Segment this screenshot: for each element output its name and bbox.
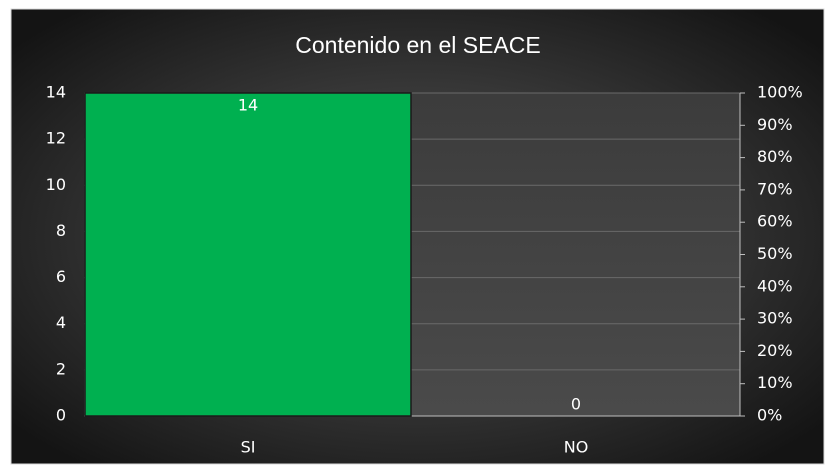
y-tick-label: 4 [56, 313, 66, 332]
x-tick-label: NO [564, 438, 589, 457]
y2-tick-label: 80% [757, 147, 793, 166]
y-tick-label: 14 [46, 83, 66, 102]
x-tick-label: SI [241, 438, 256, 457]
y2-tick-label: 0% [757, 406, 782, 425]
y2-tick-label: 100% [757, 83, 803, 102]
y-tick-label: 12 [46, 129, 66, 148]
y-tick-label: 0 [56, 406, 66, 425]
y-tick-label: 6 [56, 267, 66, 286]
y2-tick-label: 40% [757, 276, 793, 295]
y2-tick-label: 10% [757, 373, 793, 392]
y-tick-label: 10 [46, 175, 66, 194]
y2-tick-label: 50% [757, 244, 793, 263]
data-label: 14 [238, 96, 258, 115]
data-label: 0 [571, 395, 581, 414]
y-tick-label: 2 [56, 359, 66, 378]
bar [84, 92, 412, 417]
y2-tick-label: 30% [757, 309, 793, 328]
chart-title: Contenido en el SEACE [295, 32, 541, 58]
y2-tick-label: 90% [757, 115, 793, 134]
y2-tick-label: 60% [757, 212, 793, 231]
y2-tick-label: 70% [757, 179, 793, 198]
y2-tick-label: 20% [757, 341, 793, 360]
y-tick-label: 8 [56, 221, 66, 240]
